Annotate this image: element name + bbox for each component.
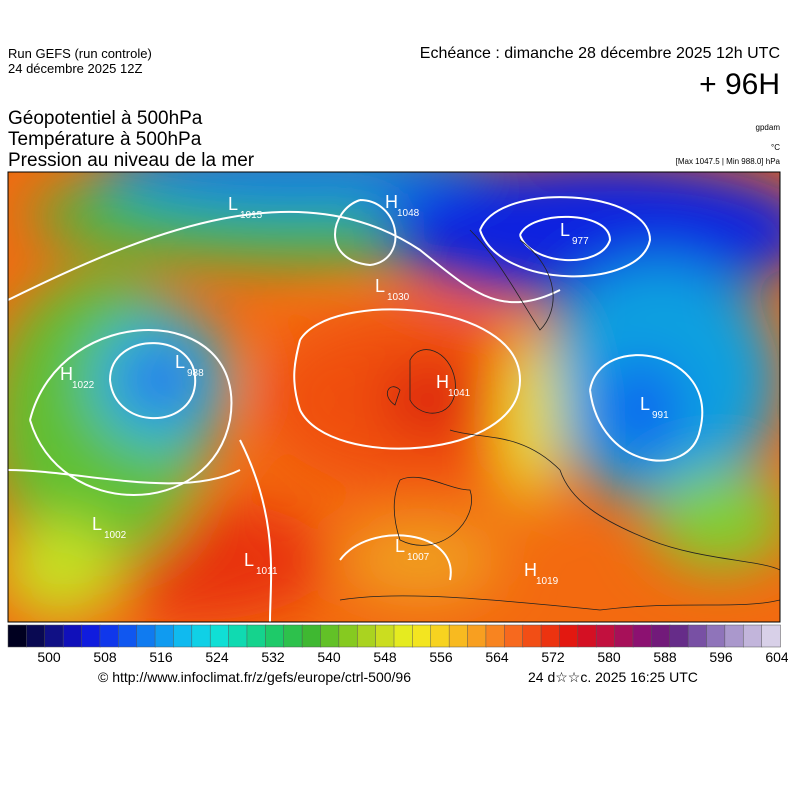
center-letter: H xyxy=(385,192,398,212)
colorbar-cell xyxy=(338,624,358,648)
colorbar-cell xyxy=(632,624,653,648)
colorbar-label: 540 xyxy=(317,649,341,665)
colorbar-cell xyxy=(301,624,322,648)
center-letter: L xyxy=(92,514,102,534)
legend-line: Température à 500hPa xyxy=(8,129,202,150)
colorbar-label: 604 xyxy=(765,649,788,665)
colorbar-cell xyxy=(687,624,708,648)
colorbar-cell xyxy=(467,624,487,648)
colorbar-cell xyxy=(669,624,689,648)
center-letter: L xyxy=(228,194,238,214)
center-value: 991 xyxy=(652,410,669,421)
colorbar-cell xyxy=(118,624,138,648)
lead-time: + 96H xyxy=(699,68,780,101)
colorbar-cell xyxy=(356,624,377,648)
center-value: 1011 xyxy=(256,566,278,577)
colorbar-cell xyxy=(99,624,120,648)
center-letter: L xyxy=(640,394,650,414)
colorbar-cell xyxy=(154,624,175,648)
colorbar-cell xyxy=(614,624,634,648)
colorbar-cell xyxy=(761,624,781,648)
colorbar-label: 516 xyxy=(149,649,173,665)
colorbar-cell xyxy=(393,624,414,648)
colorbar-cell xyxy=(62,624,83,648)
colorbar-cell xyxy=(136,624,156,648)
colorbar-cell xyxy=(540,624,561,648)
center-letter: L xyxy=(560,220,570,240)
center-value: 988 xyxy=(187,368,204,379)
center-value: 1022 xyxy=(72,380,95,391)
coastlines xyxy=(339,229,780,611)
colorbar-label: 596 xyxy=(709,649,733,665)
colorbar-cell xyxy=(265,624,285,648)
footer-date: 24 d☆☆c. 2025 16:25 UTC xyxy=(528,669,698,685)
footer-source: © http://www.infoclimat.fr/z/gefs/europe… xyxy=(98,669,411,685)
colorbar-cell xyxy=(485,624,506,648)
colorbar-cell xyxy=(412,624,432,648)
colorbar-cell xyxy=(228,624,248,648)
colorbar-cell xyxy=(651,624,671,648)
colorbar-cell xyxy=(7,624,28,648)
colorbar-cell xyxy=(522,624,542,648)
valid-time: Echéance : dimanche 28 décembre 2025 12h… xyxy=(419,45,780,62)
colorbar-label: 500 xyxy=(37,649,61,665)
colorbar-label: 532 xyxy=(261,649,285,665)
colorbar-cell xyxy=(430,624,450,648)
center-letter: H xyxy=(60,364,73,384)
center-value: 1007 xyxy=(407,552,430,563)
colorbar-label: 556 xyxy=(429,649,453,665)
colorbar-cell xyxy=(26,624,46,648)
isobars xyxy=(8,196,704,622)
colorbar-cell xyxy=(81,624,101,648)
center-letter: L xyxy=(175,352,185,372)
center-value: 977 xyxy=(572,236,589,247)
colorbar-cell xyxy=(283,624,303,648)
colorbar-cell xyxy=(577,624,597,648)
colorbar-cell xyxy=(173,624,193,648)
colorbar-cell xyxy=(191,624,211,648)
colorbar-label: 524 xyxy=(205,649,229,665)
colorbar-cell xyxy=(209,624,230,648)
colorbar-label: 580 xyxy=(597,649,621,665)
center-value: 1019 xyxy=(536,576,559,587)
unit: [Max 1047.5 | Min 988.0] hPa xyxy=(675,157,780,166)
center-letter: L xyxy=(395,536,405,556)
colorbar-cell xyxy=(320,624,340,648)
legend-line: Géopotentiel à 500hPa xyxy=(8,108,203,129)
legend-line: Pression au niveau de la mer xyxy=(8,150,255,171)
colorbar-label: 572 xyxy=(541,649,565,665)
colorbar-cell xyxy=(724,624,744,648)
center-value: 1048 xyxy=(397,208,420,219)
center-value: 1041 xyxy=(448,388,471,399)
colorbar-label: 588 xyxy=(653,649,677,665)
colorbar-label: 508 xyxy=(93,649,117,665)
center-value: 1030 xyxy=(387,292,410,303)
colorbar-cell xyxy=(706,624,726,648)
colorbar-cell xyxy=(375,624,395,648)
center-letter: H xyxy=(524,560,537,580)
colorbar-cell xyxy=(448,624,469,648)
map-frame xyxy=(7,171,781,623)
center-value: 1002 xyxy=(104,530,127,541)
colorbar-cell xyxy=(504,624,524,648)
run-date: 24 décembre 2025 12Z xyxy=(8,61,143,76)
colorbar-cell xyxy=(246,624,267,648)
field xyxy=(8,172,780,622)
colorbar-label: 548 xyxy=(373,649,397,665)
colorbar-cell xyxy=(559,624,579,648)
unit: °C xyxy=(771,143,780,152)
run-label: Run GEFS (run controle) xyxy=(8,46,152,61)
colorbar-label: 564 xyxy=(485,649,509,665)
colorbar-cell xyxy=(44,624,64,648)
colorbar-cell xyxy=(595,624,616,648)
unit: gpdam xyxy=(755,123,780,132)
center-letter: L xyxy=(375,276,385,296)
center-value: 1015 xyxy=(240,210,263,221)
colorbar-cell xyxy=(742,624,763,648)
center-letter: H xyxy=(436,372,449,392)
center-letter: L xyxy=(244,550,254,570)
